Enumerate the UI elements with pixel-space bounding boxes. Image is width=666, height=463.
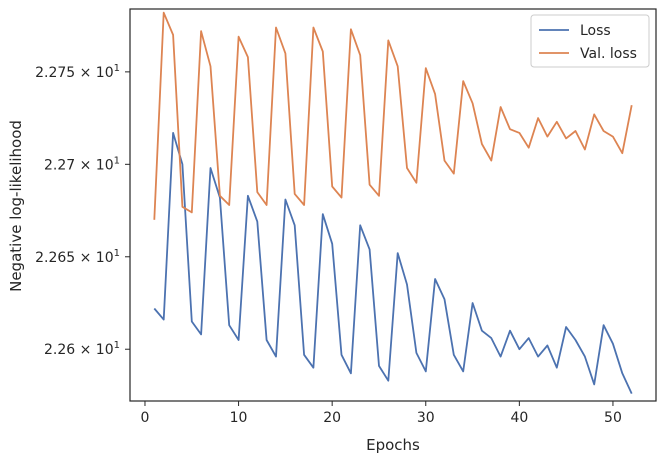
legend: Loss Val. loss: [530, 14, 650, 68]
series-layer: [153, 11, 633, 394]
series-line-val-loss: [153, 11, 633, 220]
x-tick-label: 20: [323, 410, 341, 426]
y-axis-label: Negative log-likelihood: [7, 120, 25, 292]
legend-label-loss: Loss: [580, 23, 611, 39]
x-tick-label: 30: [417, 410, 435, 426]
plot-area: [129, 8, 657, 402]
y-tick-label: 2.26 × 101: [44, 340, 120, 358]
x-tick-label: 50: [604, 410, 622, 426]
y-tick-label: 2.265 × 101: [35, 248, 120, 266]
x-axis: 0 10 20 30 40 50: [141, 401, 622, 426]
series-line-loss: [153, 131, 633, 394]
x-tick-label: 0: [141, 410, 150, 426]
x-tick-label: 40: [510, 410, 528, 426]
legend-box: [530, 14, 650, 68]
y-axis: 2.26 × 101 2.265 × 101 2.27 × 101 2.275 × 1…: [35, 63, 130, 358]
x-axis-label: Epochs: [366, 436, 420, 454]
legend-label-val-loss: Val. loss: [580, 46, 637, 62]
x-tick-label: 10: [230, 410, 248, 426]
y-tick-label: 2.275 × 101: [35, 63, 120, 81]
y-tick-label: 2.27 × 101: [44, 155, 120, 173]
